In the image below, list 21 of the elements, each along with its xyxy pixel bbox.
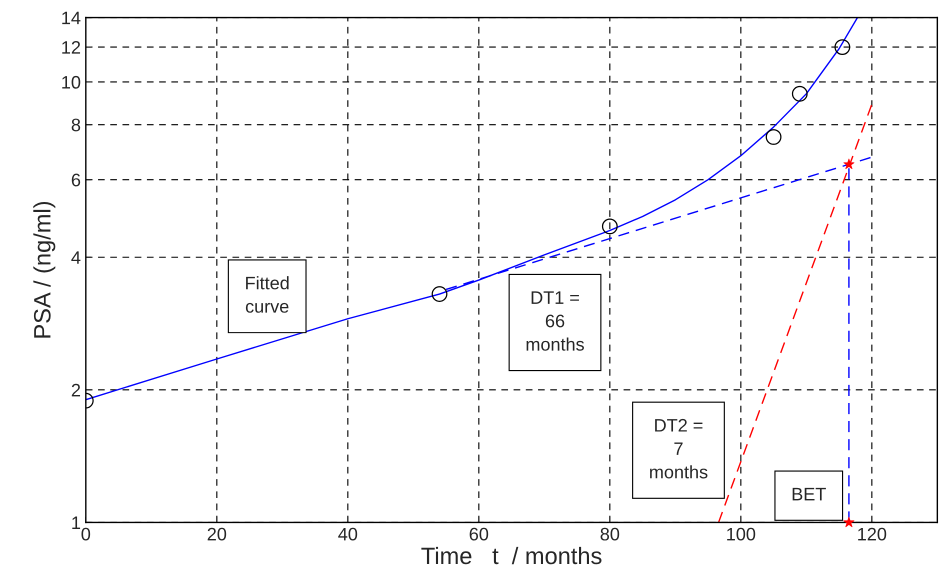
x-tick-label: 60 [470,528,488,541]
annotation: DT1 = 66 months [526,291,584,351]
x-tick-label: 100 [727,528,756,541]
x-tick-label: 20 [208,528,226,541]
y-tick-label: 12 [62,41,80,54]
y-axis-title: PSA / (ng/ml) [33,202,56,338]
x-tick-label: 0 [82,528,90,541]
y-tick-label: 8 [72,118,80,132]
x-axis-title: Time t / months [421,546,602,564]
x-tick-label: 120 [858,528,886,541]
x-tick-label: 40 [338,528,358,541]
annotation: Fitted curve [246,276,289,313]
annotation: DT2 = 7 months [650,418,708,478]
y-tick-label: 2 [72,384,80,396]
y-tick-label: 1 [72,516,80,529]
y-tick-label: 6 [72,174,80,186]
annotation: BET [792,488,826,500]
y-tick-label: 14 [62,12,80,24]
y-tick-label: 4 [71,251,80,264]
y-tick-label: 10 [62,76,80,89]
x-tick-label: 80 [600,528,620,541]
